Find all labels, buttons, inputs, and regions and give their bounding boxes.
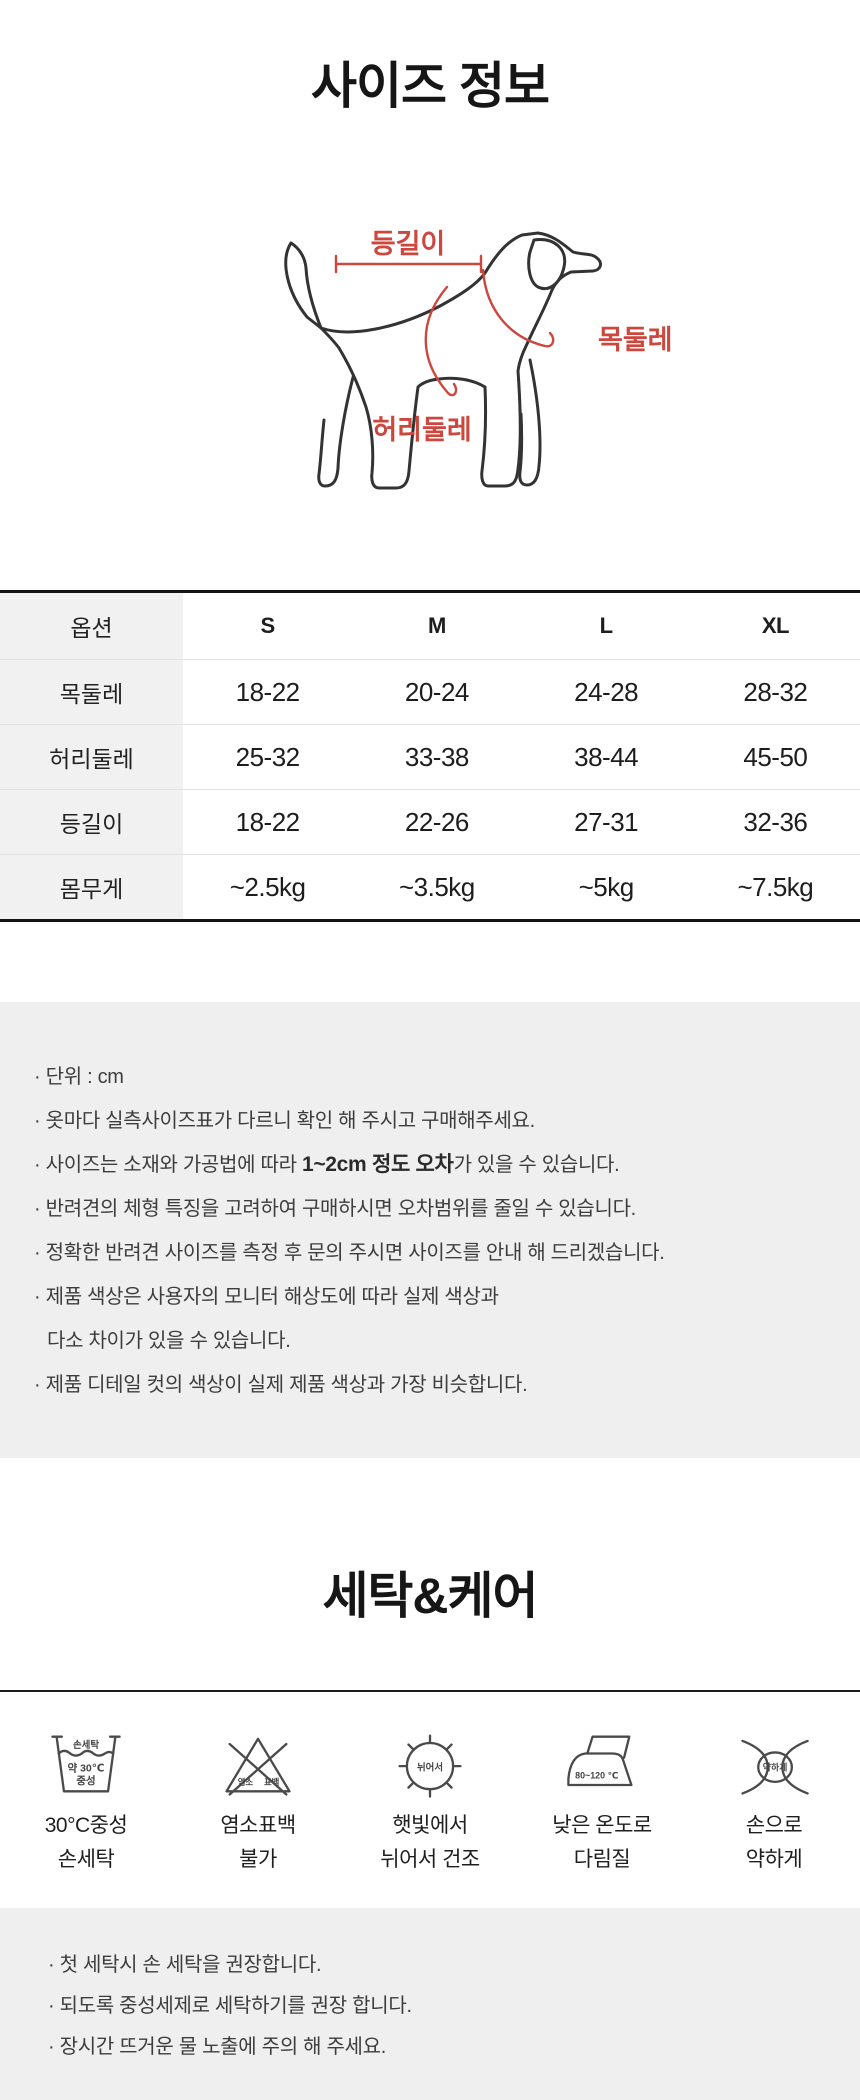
table-row-waist: 허리둘레 25-32 33-38 38-44 45-50 [0, 724, 860, 789]
size-note-inquiry: · 정확한 반려견 사이즈를 측정 후 문의 주시면 사이즈를 안내 해 드리겠… [34, 1242, 665, 1264]
size-table-header-l: L [599, 613, 613, 638]
table-cell: 18-22 [235, 676, 301, 707]
table-cell: 20-24 [404, 676, 470, 707]
care-divider-line [0, 1690, 860, 1692]
neck-girth-arc [481, 268, 555, 348]
dry-flat-sun-icon: 뉘어서 [398, 1734, 462, 1798]
neck-girth-label: 목둘레 [598, 325, 673, 355]
table-cell: 32-36 [743, 806, 808, 837]
table-cell: ~7.5kg [737, 871, 814, 902]
waist-girth-label: 허리둘레 [372, 415, 471, 445]
care-note-hot-water: · 장시간 뜨거운 물 노출에 주의 해 주세요. [48, 2036, 387, 2058]
care-item-dry-flat: 뉘어서 햇빛에서 뉘어서 건조 [344, 1720, 516, 1877]
size-note-body-shape: · 반려견의 체형 특징을 고려하여 구매하시면 오차범위를 줄일 수 있습니다… [34, 1198, 636, 1220]
size-table-header-row: 옵션 S M L XL [0, 593, 860, 659]
dog-far-hind-leg [317, 368, 357, 488]
table-cell: ~3.5kg [398, 871, 475, 902]
table-cell: 45-50 [743, 741, 808, 772]
dog-ear [527, 238, 567, 291]
table-cell: 27-31 [574, 806, 639, 837]
table-cell: 33-38 [404, 741, 470, 772]
iron-low-temp-icon: 80~120 ℃ [567, 1735, 633, 1787]
note-bold-text: 1~2cm 정도 오차 [301, 1153, 454, 1176]
care-item-no-bleach: 염소 표백 염소표백 불가 [172, 1720, 344, 1877]
table-cell: 18-22 [235, 806, 301, 837]
hand-wring-icon: 약하게 [741, 1739, 809, 1795]
row-label: 목둘레 [0, 660, 183, 724]
row-label: 등길이 [0, 790, 183, 854]
icon-text: 80~120 ℃ [575, 1771, 618, 1781]
back-length-label: 등길이 [371, 229, 446, 259]
row-label: 몸무게 [0, 855, 183, 919]
care-label-line2: 불가 [239, 1848, 277, 1871]
care-label-line1: 낮은 온도로 [552, 1814, 652, 1837]
icon-text: 뉘어서 [417, 1761, 443, 1773]
size-table-header-option: 옵션 [0, 593, 183, 659]
icon-text: 염소 [238, 1777, 254, 1787]
table-row-neck: 목둘레 18-22 20-24 24-28 28-32 [0, 659, 860, 724]
table-cell: ~2.5kg [229, 871, 306, 902]
size-table: 옵션 S M L XL 목둘레 18-22 20-24 24-28 28-32 … [0, 590, 860, 922]
icon-text: 약 30℃ [68, 1761, 105, 1774]
table-cell: ~5kg [578, 871, 635, 902]
care-item-iron-low: 80~120 ℃ 낮은 온도로 다림질 [516, 1720, 688, 1877]
table-cell: 38-44 [574, 741, 639, 772]
dog-tail [284, 241, 323, 330]
dog-measurement-diagram: 등길이 목둘레 허리둘레 [200, 158, 680, 503]
size-table-header-s: S [260, 613, 276, 638]
icon-text: 표백 [264, 1777, 279, 1787]
care-label-line1: 햇빛에서 [392, 1814, 468, 1837]
table-cell: 24-28 [574, 676, 639, 707]
care-label-line2: 다림질 [573, 1848, 631, 1871]
care-label-line1: 염소표백 [220, 1814, 296, 1837]
care-label-line2: 뉘어서 건조 [380, 1848, 480, 1871]
size-note-tolerance: · 사이즈는 소재와 가공법에 따라 1~2cm 정도 오차가 있을 수 있습니… [34, 1153, 820, 1177]
table-row-back-length: 등길이 18-22 22-26 27-31 32-36 [0, 789, 860, 854]
care-note-first-wash: · 첫 세탁시 손 세탁을 권장합니다. [48, 1954, 322, 1976]
size-table-header-xl: XL [761, 613, 790, 638]
note-text: · 사이즈는 소재와 가공법에 따라 [34, 1154, 302, 1176]
icon-text: 손세탁 [73, 1739, 99, 1751]
size-note-monitor-color-2: 다소 차이가 있을 수 있습니다. [47, 1330, 291, 1352]
dog-outline-illustration: 등길이 목둘레 허리둘레 [284, 229, 673, 490]
table-cell: 22-26 [404, 806, 470, 837]
note-text: 가 있을 수 있습니다. [453, 1154, 620, 1176]
care-notes-panel: · 첫 세탁시 손 세탁을 권장합니다. · 되도록 중성세제로 세탁하기를 권… [0, 1908, 860, 2100]
table-row-weight: 몸무게 ~2.5kg ~3.5kg ~5kg ~7.5kg [0, 854, 860, 919]
size-note-check-chart: · 옷마다 실측사이즈표가 다르니 확인 해 주시고 구매해주세요. [34, 1110, 535, 1132]
row-label: 허리둘레 [0, 725, 183, 789]
no-bleach-icon: 염소 표백 [225, 1737, 291, 1796]
care-icons-row: 손세탁 약 30℃ 중성 30°C중성 손세탁 염소 표백 염소표백 불가 [0, 1720, 860, 1877]
dog-body-outline [319, 231, 602, 490]
care-item-hand-wash: 손세탁 약 30℃ 중성 30°C중성 손세탁 [0, 1720, 172, 1877]
care-label-line2: 손세탁 [57, 1848, 115, 1871]
icon-text: 중성 [76, 1774, 95, 1787]
size-note-monitor-color-1: · 제품 색상은 사용자의 모니터 해상도에 따라 실제 색상과 [34, 1286, 499, 1308]
size-notes-panel: · 단위 : cm · 옷마다 실측사이즈표가 다르니 확인 해 주시고 구매해… [0, 1002, 860, 1458]
care-label-line1: 30°C중성 [44, 1814, 128, 1837]
care-note-detergent: · 되도록 중성세제로 세탁하기를 권장 합니다. [48, 1995, 412, 2017]
table-cell: 25-32 [235, 741, 301, 772]
dog-far-front-leg [518, 358, 542, 487]
size-note-unit: · 단위 : cm [34, 1066, 124, 1088]
care-label-line1: 손으로 [745, 1814, 803, 1837]
waist-girth-arc [424, 285, 458, 397]
size-section-title: 사이즈 정보 [311, 58, 550, 114]
care-label-line2: 약하게 [745, 1848, 803, 1871]
care-section-title: 세탁&케어 [322, 1568, 538, 1624]
hand-wash-basin-icon: 손세탁 약 30℃ 중성 [51, 1735, 121, 1793]
table-cell: 28-32 [743, 676, 808, 707]
size-note-detail-cut: · 제품 디테일 컷의 색상이 실제 제품 색상과 가장 비슷합니다. [34, 1374, 528, 1396]
size-table-header-m: M [427, 613, 446, 638]
care-item-gentle-wring: 약하게 손으로 약하게 [688, 1720, 860, 1877]
icon-text: 약하게 [763, 1761, 788, 1772]
